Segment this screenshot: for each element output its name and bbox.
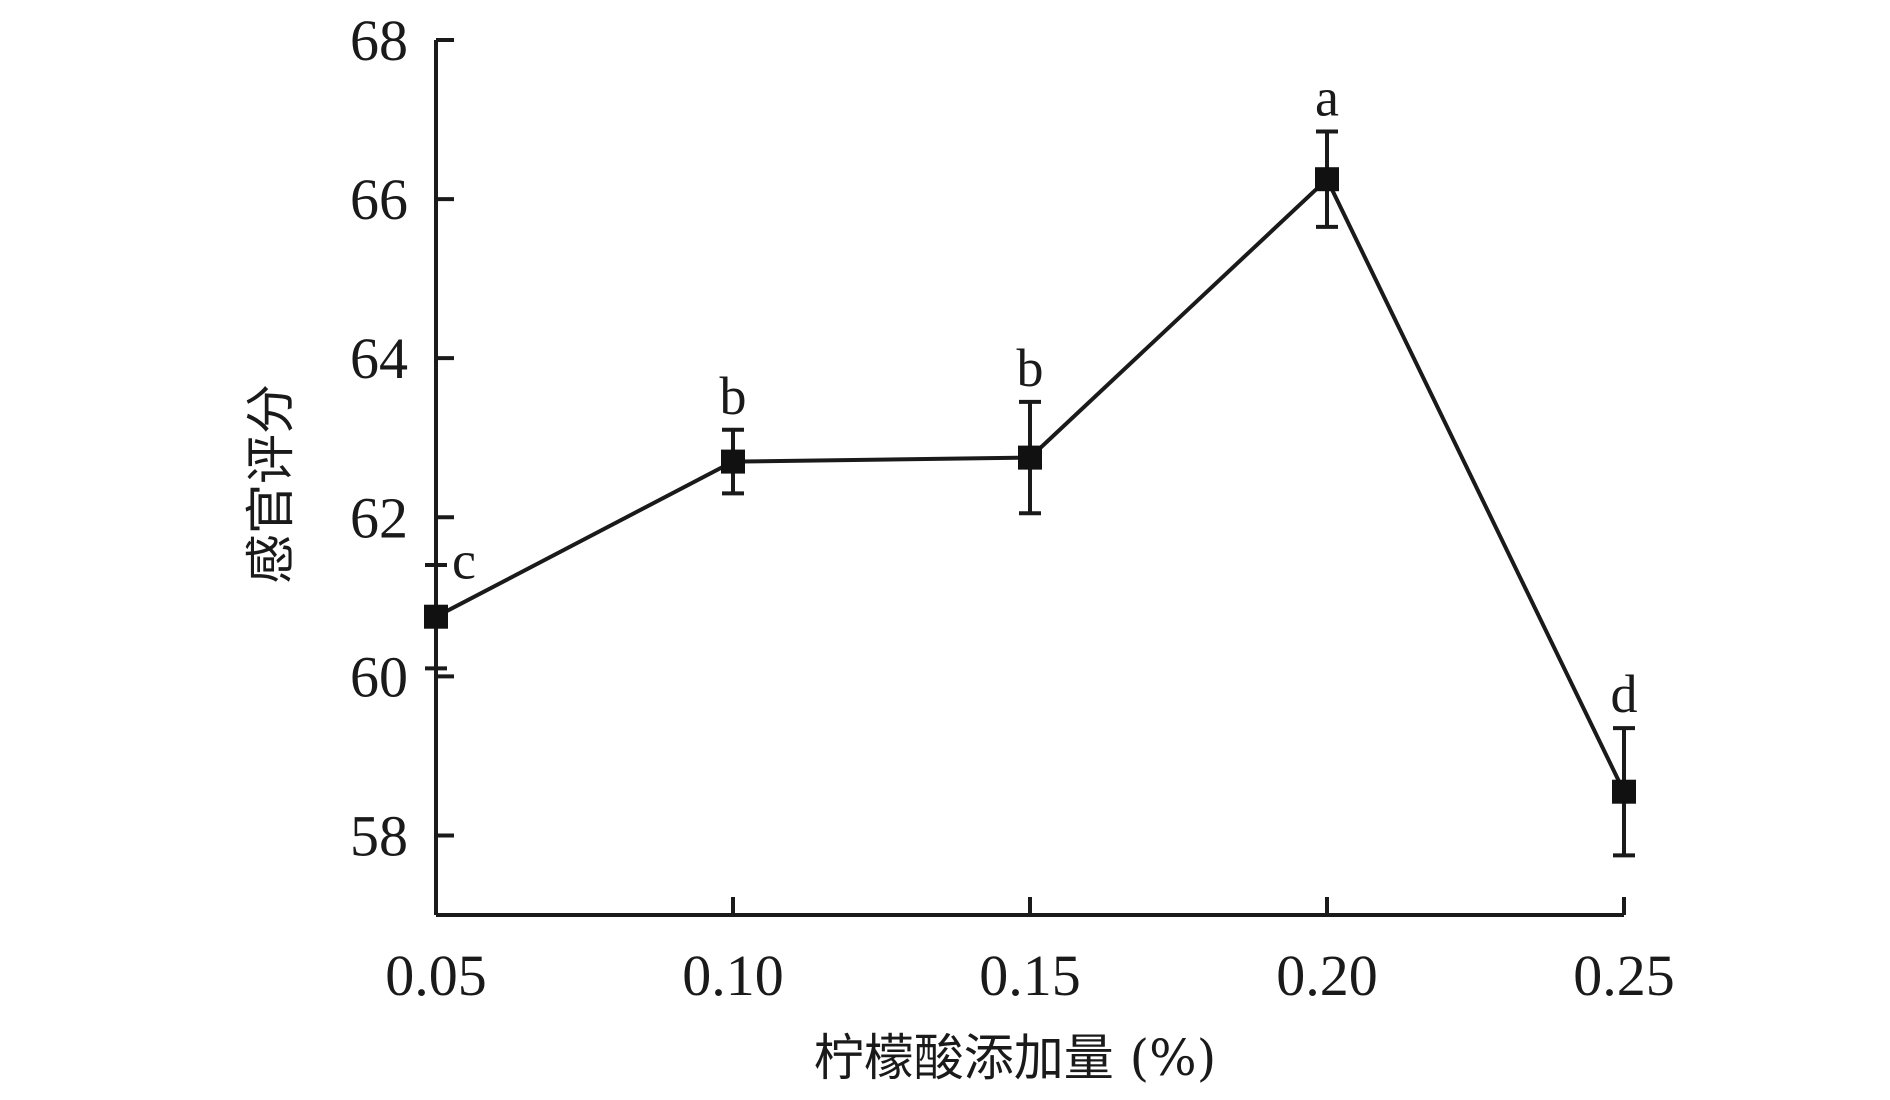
- x-ticks: 0.05 0.10 0.15 0.20 0.25: [385, 897, 1675, 1008]
- significance-label: b: [720, 366, 747, 426]
- y-tick-label: 68: [350, 8, 408, 73]
- significance-label: d: [1611, 664, 1638, 724]
- y-tick-label: 58: [350, 803, 408, 868]
- data-point: [721, 449, 745, 474]
- data-point: [1315, 167, 1339, 192]
- y-tick-label: 62: [350, 485, 408, 550]
- significance-label: b: [1017, 338, 1044, 398]
- x-tick-label: 0.25: [1573, 943, 1675, 1008]
- y-tick-label: 60: [350, 644, 408, 709]
- data-point: [424, 604, 448, 629]
- significance-label: a: [1315, 67, 1339, 127]
- y-tick-label: 66: [350, 167, 408, 232]
- data-point: [1018, 445, 1042, 470]
- data-point: [1612, 779, 1636, 804]
- significance-label: c: [452, 531, 476, 591]
- x-tick-label: 0.15: [979, 943, 1081, 1008]
- x-tick-label: 0.05: [385, 943, 487, 1008]
- y-tick-label: 64: [350, 326, 408, 391]
- y-ticks: 58 60 62 64 66 68: [350, 8, 454, 868]
- x-axis-title: 柠檬酸添加量 (%): [814, 1029, 1216, 1087]
- x-tick-label: 0.10: [682, 943, 784, 1008]
- x-tick-label: 0.20: [1276, 943, 1378, 1008]
- y-axis-title: 感官评分: [242, 384, 300, 584]
- series-layer: c b b a d: [424, 67, 1638, 858]
